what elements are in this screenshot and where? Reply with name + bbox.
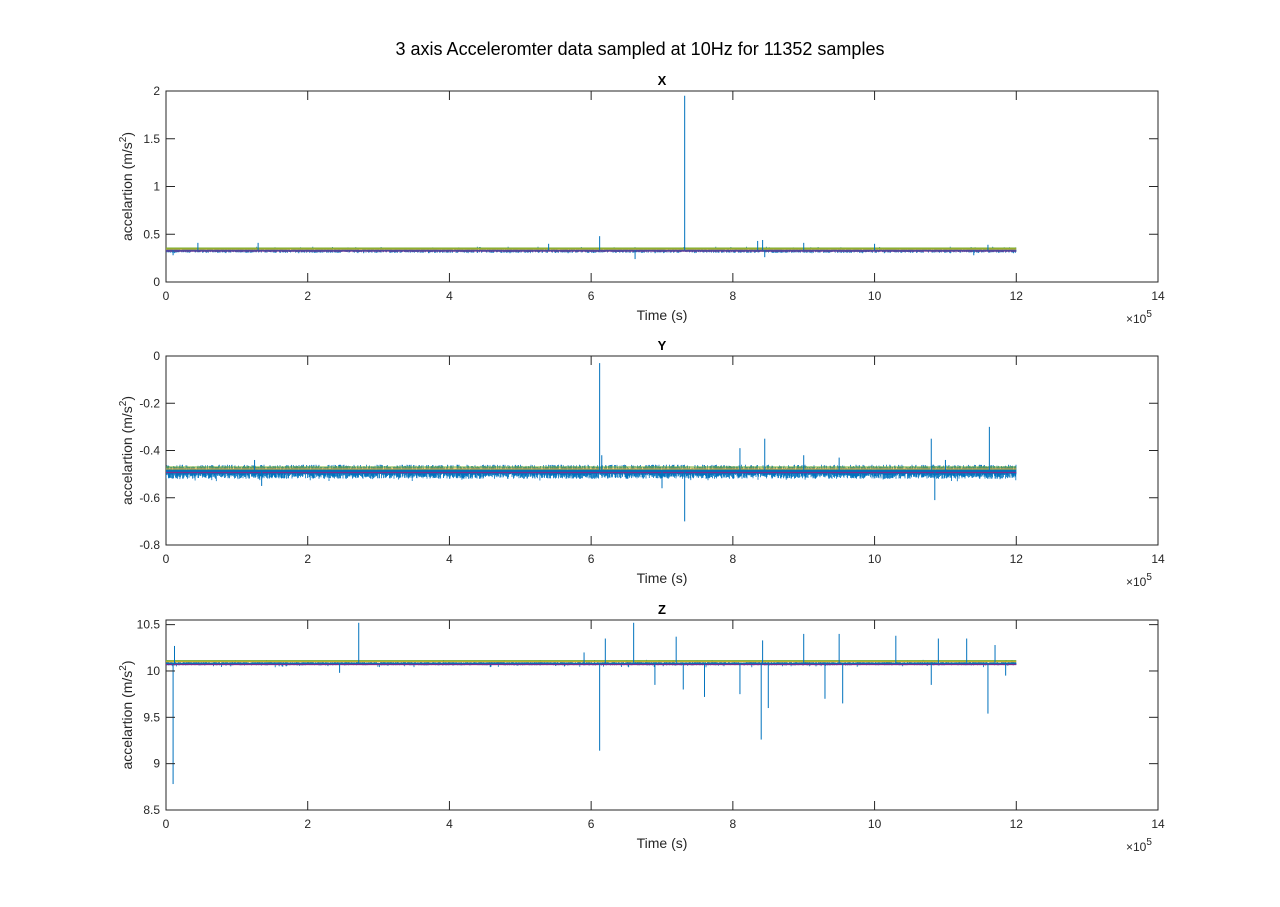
series-group — [166, 95, 1017, 260]
y-tick-label: -0.6 — [139, 491, 160, 505]
y-tick-label: 10.5 — [137, 618, 161, 632]
x-tick-label: 0 — [163, 552, 170, 566]
x-tick-label: 10 — [868, 817, 882, 831]
y-axis-label: accelartion (m/s2) — [118, 396, 135, 505]
y-tick-label: 1 — [153, 180, 160, 194]
x-tick-label: 6 — [588, 289, 595, 303]
x-tick-label: 14 — [1151, 817, 1165, 831]
x-tick-label: 6 — [588, 817, 595, 831]
x-tick-label: 12 — [1010, 552, 1024, 566]
x-tick-label: 2 — [304, 289, 311, 303]
y-tick-label: 1.5 — [143, 132, 160, 146]
subplot-y: 0 2 4 6 8 10 12 14 -0.8 -0.6 -0.4 -0.2 0 Y Time (s) ×10… — [118, 338, 1165, 589]
x-tick-label: 2 — [304, 817, 311, 831]
x-exponent-label: ×105 — [1126, 837, 1152, 854]
x-tick-label: 8 — [730, 289, 737, 303]
x-tick-label: 4 — [446, 552, 453, 566]
x-axis-label: Time (s) — [637, 835, 688, 851]
y-axis-label: accelartion (m/s2) — [118, 132, 135, 241]
y-tick-label: 8.5 — [143, 803, 160, 817]
y-tick-label: 0 — [153, 349, 160, 363]
subplot-x: 0 2 4 6 8 10 12 14 0 0.5 1 1.5 2 X Time (s) ×105 accelar… — [118, 73, 1165, 326]
plot-area — [165, 90, 1159, 283]
x-tick-label: 6 — [588, 552, 595, 566]
x-axis-label: Time (s) — [637, 307, 688, 323]
x-tick-label: 8 — [730, 817, 737, 831]
x-tick-label: 8 — [730, 552, 737, 566]
plot-area — [165, 619, 1159, 811]
series-group — [166, 622, 1017, 785]
y-tick-label: 0.5 — [143, 227, 160, 241]
y-tick-label: 0 — [153, 275, 160, 289]
figure-title: 3 axis Accelerom­ter data sampled at 10H… — [396, 39, 885, 59]
x-axis-label: Time (s) — [637, 570, 688, 586]
x-tick-label: 10 — [868, 289, 882, 303]
y-tick-label: -0.2 — [139, 396, 160, 410]
x-tick-label: 12 — [1010, 289, 1024, 303]
plot-area — [165, 355, 1159, 546]
subplot-title: X — [658, 73, 667, 88]
subplot-z: 0 2 4 6 8 10 12 14 8.5 9 9.5 10 10.5 Z Time (s) ×105 acc… — [118, 602, 1165, 854]
x-tick-label: 4 — [446, 817, 453, 831]
x-tick-label: 10 — [868, 552, 882, 566]
x-exponent-label: ×105 — [1126, 309, 1152, 326]
subplot-title: Y — [658, 338, 667, 353]
x-tick-label: 12 — [1010, 817, 1024, 831]
x-tick-label: 2 — [304, 552, 311, 566]
x-exponent-label: ×105 — [1126, 572, 1152, 589]
y-tick-label: 9 — [153, 757, 160, 771]
series-group — [166, 363, 1017, 522]
y-axis-label: accelartion (m/s2) — [118, 660, 135, 769]
y-tick-label: -0.4 — [139, 444, 160, 458]
x-tick-label: 0 — [163, 817, 170, 831]
y-tick-label: 10 — [147, 664, 161, 678]
x-tick-label: 14 — [1151, 289, 1165, 303]
y-tick-label: 9.5 — [143, 710, 160, 724]
x-tick-label: 0 — [163, 289, 170, 303]
y-tick-label: 2 — [153, 84, 160, 98]
x-tick-label: 4 — [446, 289, 453, 303]
y-tick-label: -0.8 — [139, 538, 160, 552]
x-tick-label: 14 — [1151, 552, 1165, 566]
subplot-title: Z — [658, 602, 666, 617]
